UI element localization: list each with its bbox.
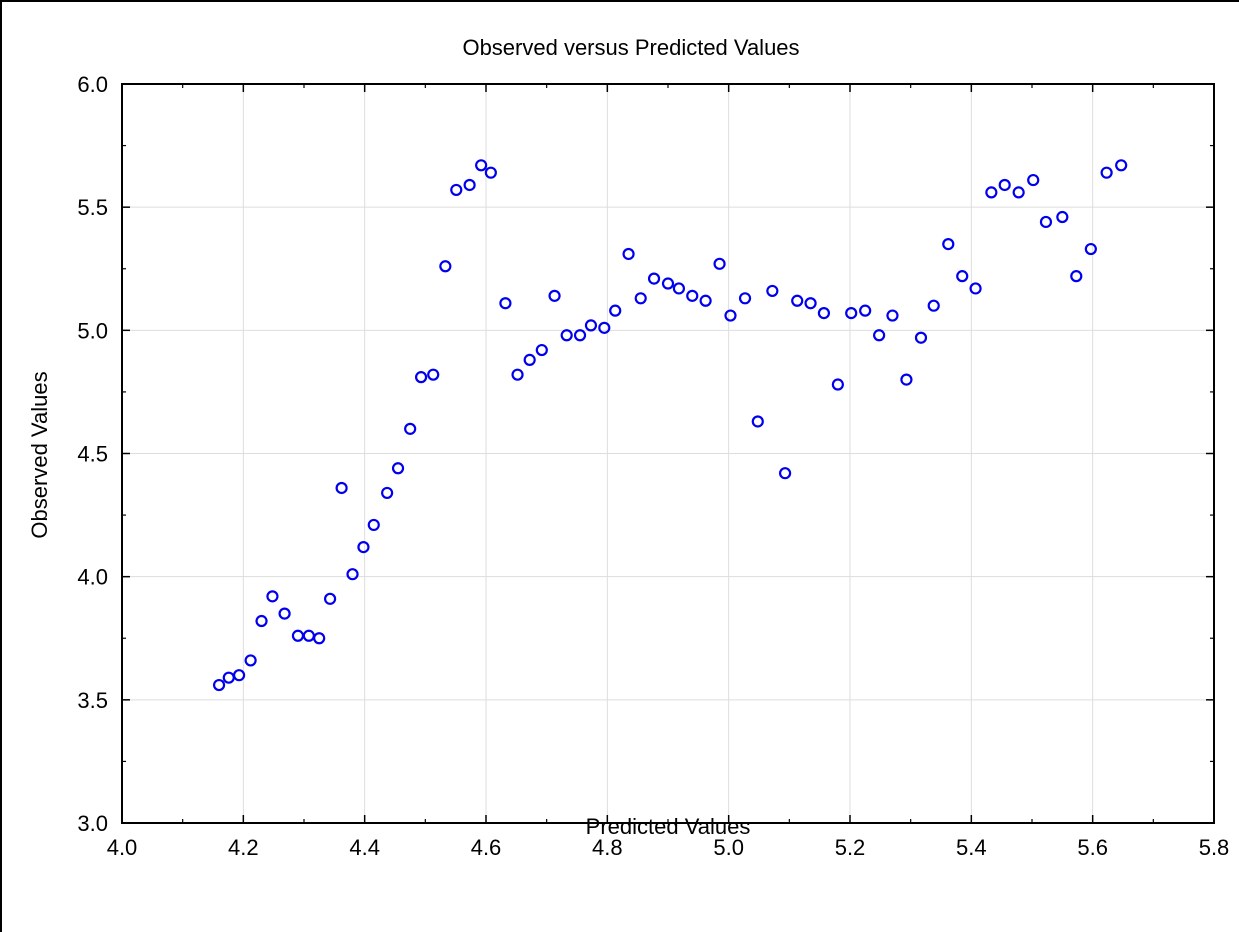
data-point <box>381 486 394 500</box>
data-point <box>450 183 463 197</box>
data-point <box>232 669 246 682</box>
data-point <box>414 371 428 384</box>
data-point <box>222 671 235 684</box>
data-point <box>404 422 417 435</box>
data-point <box>873 329 886 342</box>
data-point <box>622 247 635 261</box>
data-point <box>713 257 726 270</box>
chart-title: Observed versus Predicted Values <box>462 35 799 60</box>
data-point <box>391 462 405 475</box>
x-tick-label: 5.0 <box>713 835 744 860</box>
data-point <box>357 541 370 554</box>
y-tick-label: 5.0 <box>77 318 108 343</box>
y-tick-label: 4.5 <box>77 442 108 467</box>
data-point <box>278 607 291 620</box>
data-point <box>548 289 561 302</box>
data-point <box>661 277 675 290</box>
data-point <box>845 306 858 320</box>
data-point <box>523 353 536 366</box>
x-tick-label: 5.4 <box>956 835 987 860</box>
data-point <box>302 629 315 642</box>
data-point <box>255 614 268 628</box>
data-point <box>346 568 359 581</box>
data-point <box>900 373 913 386</box>
data-point <box>817 306 831 320</box>
y-tick-label: 6.0 <box>77 72 108 97</box>
data-point <box>927 299 940 312</box>
data-point <box>335 481 348 495</box>
data-point <box>475 159 488 172</box>
axis-ticks: 4.0 4.2 4.4 4.6 4.8 5.0 5.2 5.4 5.6 5.8 3.0 3.5 4.0 4… <box>77 72 1229 860</box>
data-point <box>886 309 899 322</box>
data-point <box>751 415 764 428</box>
x-axis-label: Predicted Values <box>586 814 751 839</box>
data-point <box>511 368 524 381</box>
data-point <box>942 238 955 251</box>
data-point <box>244 654 257 667</box>
data-point <box>998 178 1011 192</box>
data-point <box>634 292 647 305</box>
data-point <box>367 518 380 532</box>
data-point <box>323 592 337 605</box>
data-point <box>831 378 844 391</box>
grid <box>122 84 1214 823</box>
data-points <box>212 159 1128 692</box>
data-point <box>427 368 440 381</box>
data-point <box>647 272 661 285</box>
data-point <box>1100 166 1113 179</box>
data-point <box>463 178 476 192</box>
y-axis-label: Observed Values <box>27 371 52 538</box>
data-point <box>985 186 998 199</box>
x-tick-label: 4.8 <box>592 835 623 860</box>
data-point <box>969 282 982 295</box>
x-tick-label: 5.2 <box>835 835 866 860</box>
x-tick-label: 4.6 <box>471 835 502 860</box>
data-point <box>1056 210 1069 224</box>
data-point <box>672 282 686 295</box>
data-point <box>439 260 452 273</box>
data-point <box>584 319 598 332</box>
data-point <box>1039 215 1053 229</box>
data-point <box>598 321 611 334</box>
y-tick-label: 3.0 <box>77 811 108 836</box>
data-point <box>573 329 587 342</box>
data-point <box>212 678 226 692</box>
data-point <box>1115 159 1128 172</box>
data-point <box>766 284 779 298</box>
data-point <box>1084 242 1097 256</box>
data-point <box>956 270 969 283</box>
data-point <box>699 294 712 307</box>
data-point <box>313 632 326 645</box>
data-point <box>914 331 928 344</box>
data-point <box>560 329 573 342</box>
y-tick-label: 3.5 <box>77 688 108 713</box>
y-tick-label: 5.5 <box>77 195 108 220</box>
x-tick-label: 4.2 <box>228 835 259 860</box>
data-point <box>499 297 512 310</box>
data-point <box>778 467 792 480</box>
data-point <box>291 629 305 642</box>
y-tick-label: 4.0 <box>77 565 108 590</box>
x-tick-label: 5.8 <box>1199 835 1230 860</box>
data-point <box>686 289 699 302</box>
data-point <box>1027 173 1040 187</box>
data-point <box>535 343 548 357</box>
data-point <box>266 590 279 603</box>
data-point <box>1012 186 1025 199</box>
data-point <box>859 304 872 317</box>
data-point <box>804 297 817 310</box>
data-point <box>1070 270 1083 283</box>
data-point <box>724 309 737 322</box>
data-point <box>738 292 752 305</box>
x-tick-label: 4.4 <box>349 835 380 860</box>
data-point <box>484 166 497 179</box>
x-tick-label: 4.0 <box>107 835 138 860</box>
x-tick-label: 5.6 <box>1077 835 1108 860</box>
data-point <box>609 304 622 317</box>
data-point <box>791 294 804 307</box>
